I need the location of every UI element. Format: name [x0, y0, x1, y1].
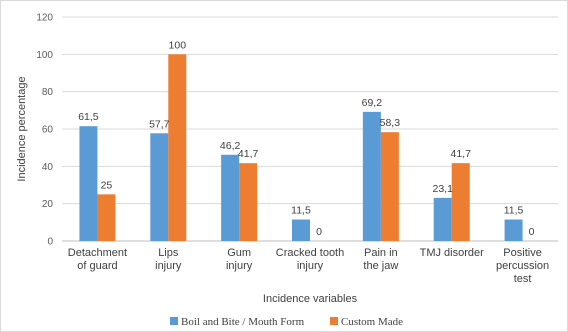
category-label: Detachment of guard — [68, 247, 127, 272]
data-label: 25 — [101, 179, 113, 191]
data-label: 41,7 — [450, 148, 471, 160]
data-label: 69,2 — [362, 97, 383, 109]
data-label: 23,1 — [432, 183, 453, 195]
bar-boil-and-bite — [504, 219, 523, 241]
category-label: Cracked tooth injury — [276, 247, 344, 272]
bar-boil-and-bite — [433, 197, 452, 241]
category-label: Lips injury — [155, 247, 182, 272]
legend: Boil and Bite / Mouth Form Custom Made — [170, 316, 403, 328]
y-tick-label: 60 — [42, 125, 54, 136]
data-label: 46,2 — [220, 140, 241, 152]
data-label: 0 — [316, 226, 322, 238]
legend-swatch — [170, 317, 178, 325]
y-tick-label: 0 — [47, 237, 53, 248]
y-tick-label: 20 — [42, 199, 54, 210]
data-label: 100 — [169, 39, 187, 51]
legend-label: Boil and Bite / Mouth Form — [181, 316, 305, 328]
gridlines — [62, 16, 558, 242]
data-label: 11,5 — [504, 205, 524, 217]
category-label: Pain in the jaw — [363, 247, 398, 272]
y-tick-labels: 0 20 40 60 80 100 120 — [36, 13, 53, 248]
bar-custom-made — [97, 194, 116, 241]
y-tick-label: 100 — [36, 50, 53, 61]
category-label: Positive percussion test — [496, 247, 549, 285]
bar-custom-made — [239, 163, 258, 241]
bar-custom-made — [451, 163, 470, 241]
category-label: Gum injury — [226, 247, 253, 272]
y-tick-label: 120 — [36, 13, 53, 24]
data-label: 41,7 — [238, 148, 259, 160]
y-tick-label: 80 — [42, 87, 54, 98]
category-labels: Detachment of guard Lips injury Gum injury Cra… — [68, 247, 549, 285]
data-labels: 61,52557,710046,241,711,5069,258,323,141… — [78, 39, 534, 238]
data-label: 11,5 — [291, 205, 311, 217]
bar-custom-made — [380, 132, 399, 241]
data-label: 57,7 — [149, 118, 170, 130]
bar-boil-and-bite — [221, 154, 240, 241]
data-label: 58,3 — [380, 117, 401, 129]
bar-boil-and-bite — [150, 133, 169, 241]
data-label: 61,5 — [78, 111, 99, 123]
bar-custom-made — [168, 54, 187, 242]
bars — [79, 54, 523, 242]
y-axis-title: Incidence percentage — [16, 76, 28, 181]
x-axis-title: Incidence variables — [263, 293, 358, 305]
bar-boil-and-bite — [362, 111, 381, 242]
bar-boil-and-bite — [292, 219, 310, 241]
legend-swatch — [330, 317, 338, 325]
data-label: 0 — [529, 226, 535, 238]
y-tick-label: 40 — [42, 162, 54, 173]
category-label: TMJ disorder — [420, 247, 485, 259]
legend-label: Custom Made — [341, 316, 403, 328]
bar-boil-and-bite — [79, 126, 98, 241]
